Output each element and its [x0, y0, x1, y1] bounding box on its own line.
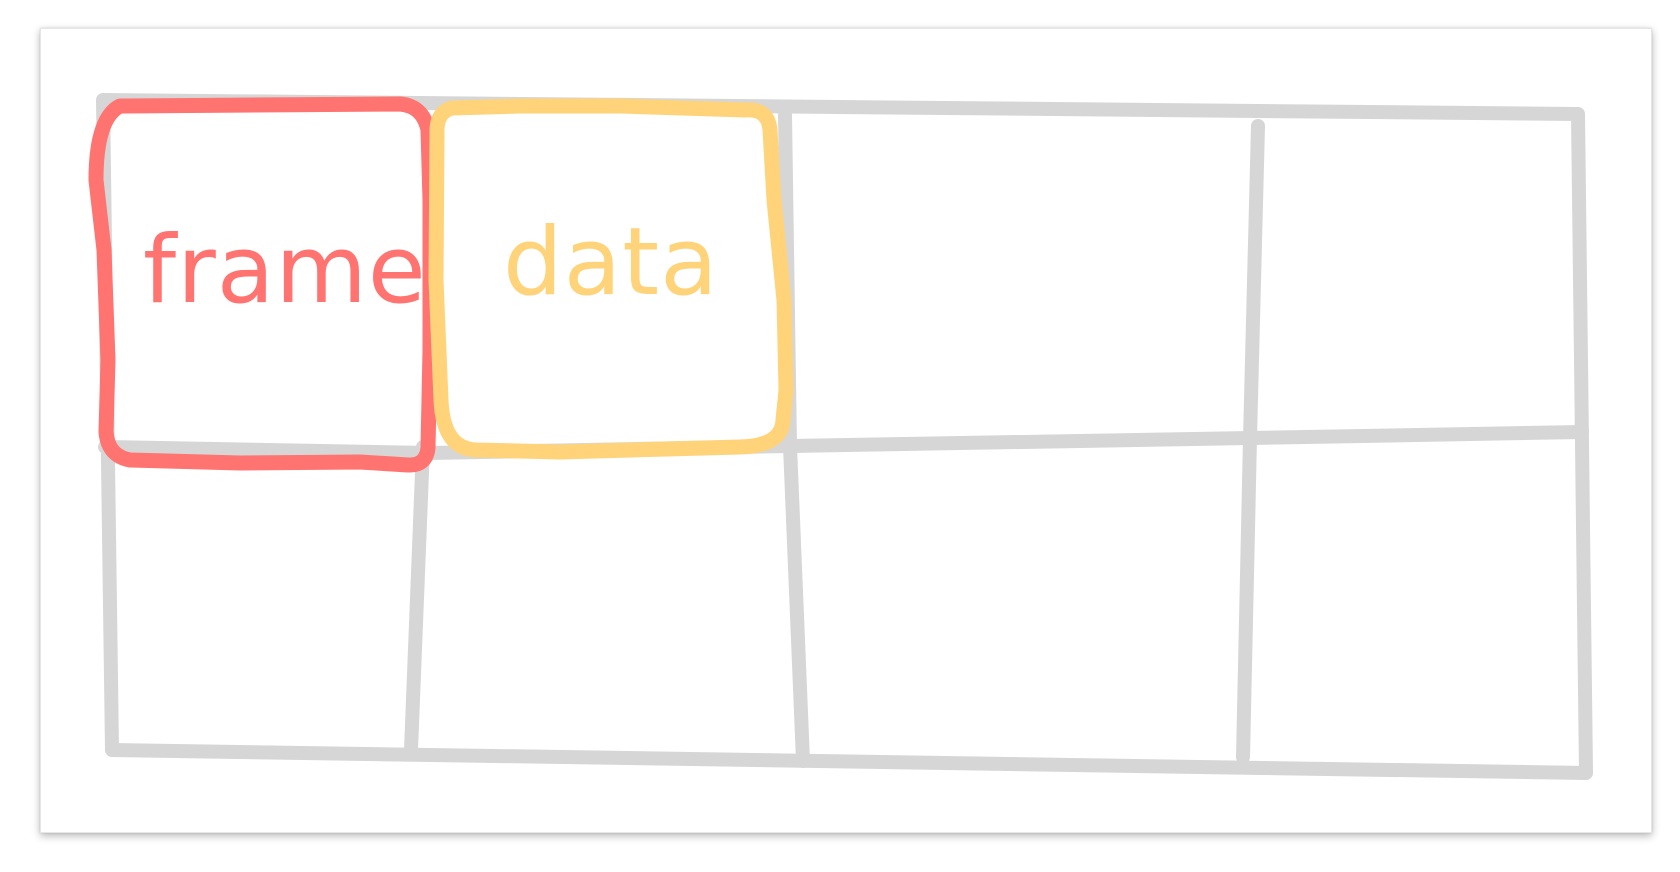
grid-outer-border: [96, 93, 1593, 780]
data-highlight: data: [428, 98, 794, 460]
frame-highlight-box: [88, 96, 438, 473]
frame-highlight: frame: [88, 96, 438, 473]
grid-lines: [96, 93, 1593, 780]
grid-column-line-3: [1236, 119, 1265, 764]
data-label: data: [503, 208, 719, 317]
grid-middle-row-line: [98, 425, 1589, 460]
data-highlight-box: [428, 98, 794, 460]
grid-column-line-1: [404, 440, 430, 757]
grid-column-line-2: [778, 108, 810, 768]
frame-label: frame: [143, 216, 427, 325]
